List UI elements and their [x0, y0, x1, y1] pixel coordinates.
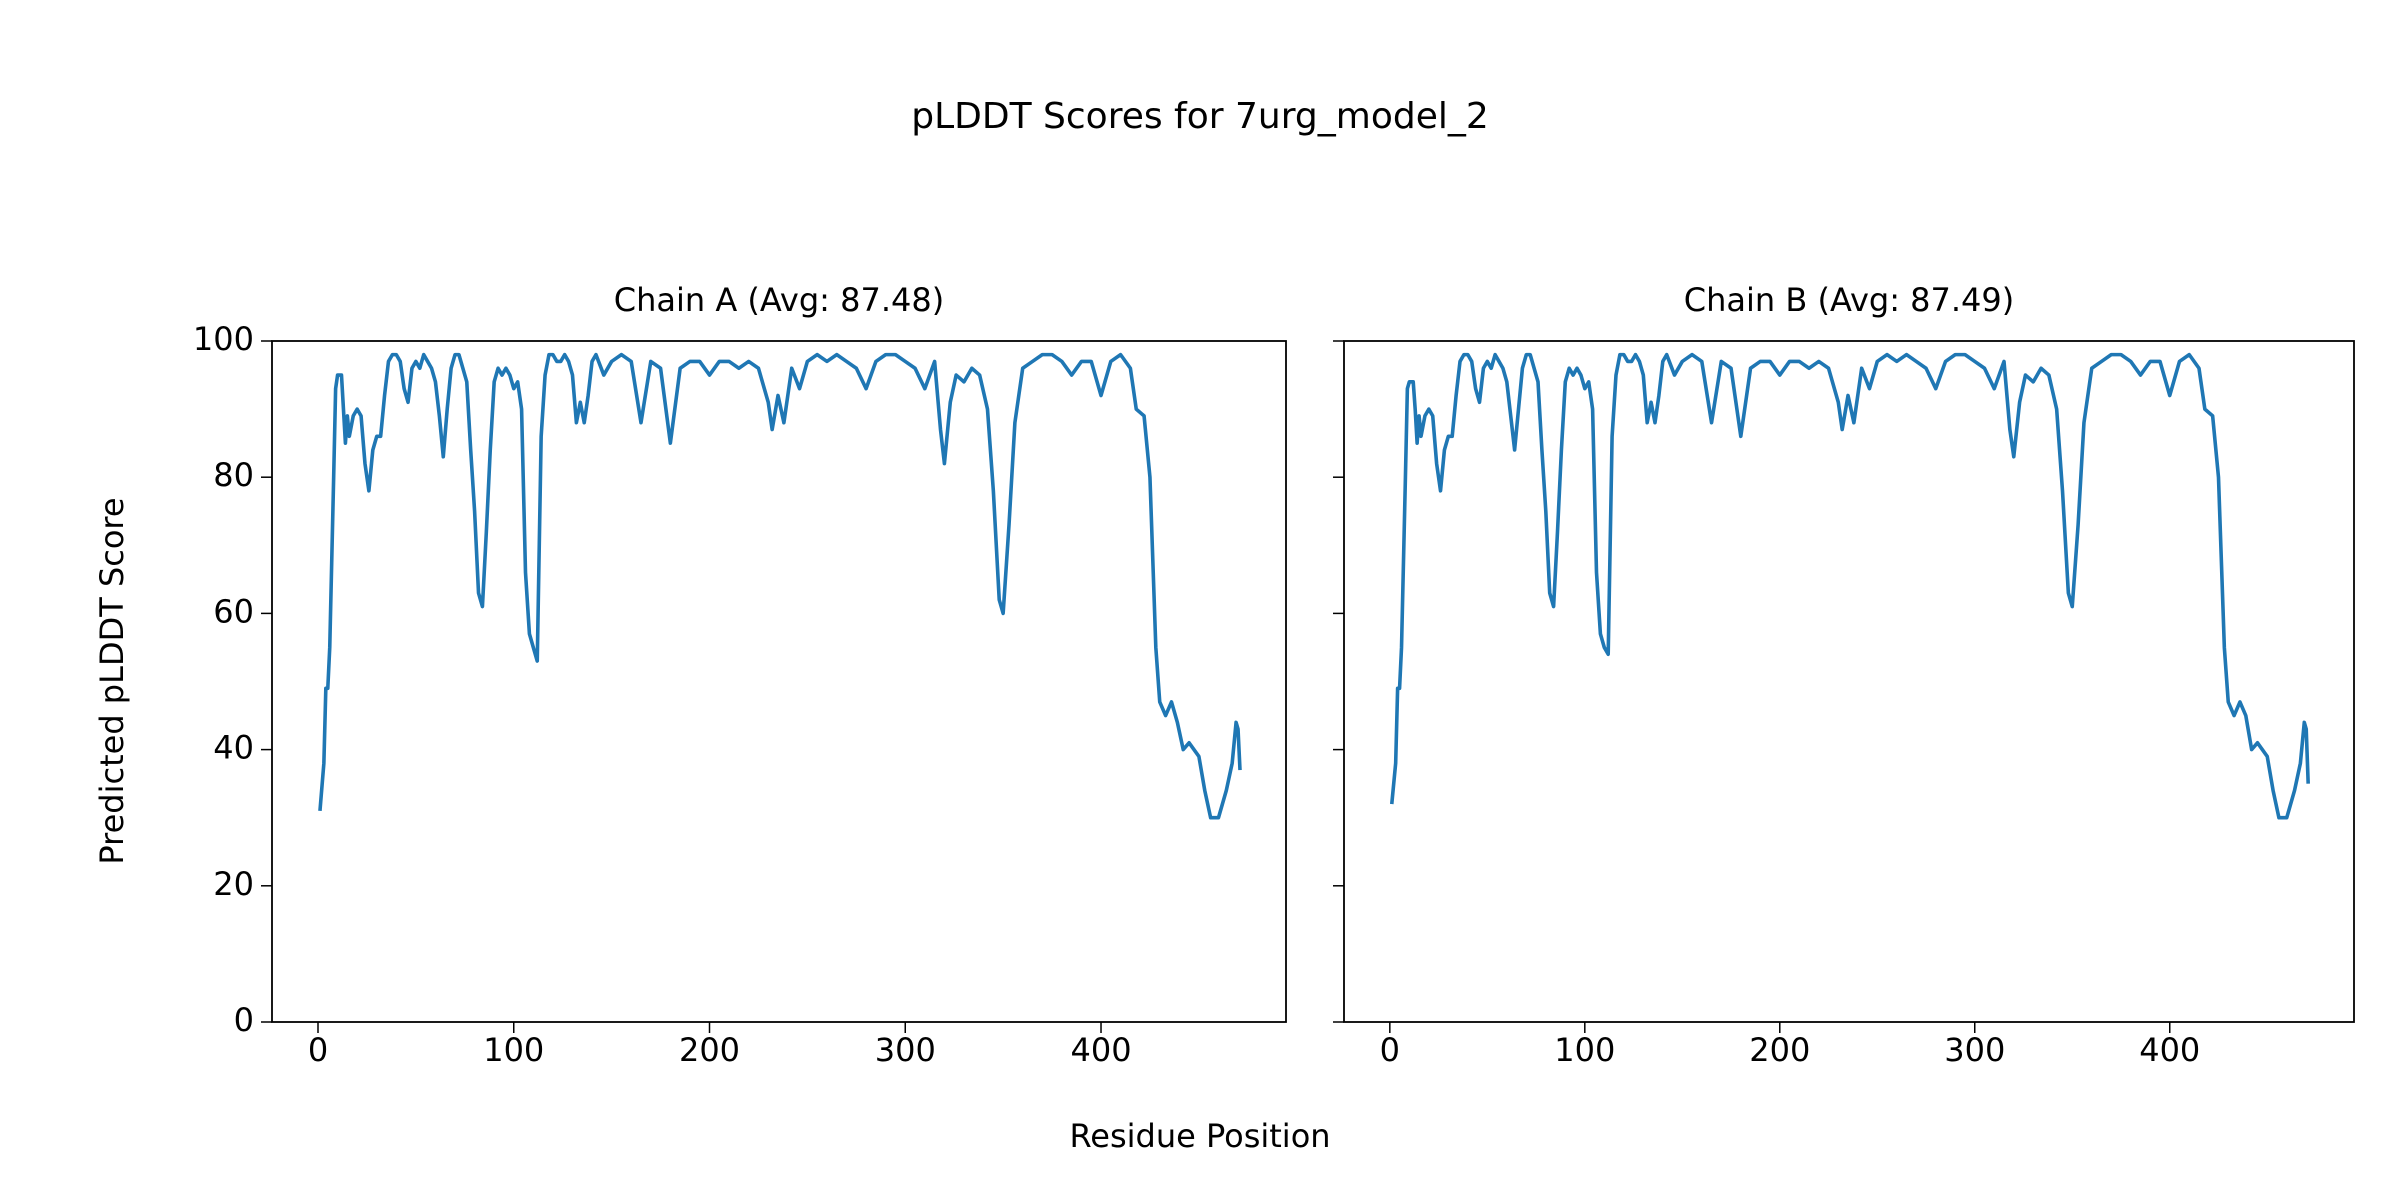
- x-tick-label: 400: [2139, 1031, 2200, 1069]
- x-tick-label: 300: [875, 1031, 936, 1069]
- y-axis-label: Predicted pLDDT Score: [93, 497, 131, 864]
- y-tick-label: 100: [193, 320, 254, 358]
- y-tick-label: 20: [213, 865, 254, 903]
- y-tick-label: 80: [213, 456, 254, 494]
- x-tick-label: 0: [1380, 1031, 1400, 1069]
- x-tick-label: 300: [1944, 1031, 2005, 1069]
- plot-frame: [1343, 340, 2355, 1023]
- data-line: [1389, 352, 2310, 820]
- x-tick-label: 200: [679, 1031, 740, 1069]
- x-tick-label: 0: [308, 1031, 328, 1069]
- plot-frame: [271, 340, 1287, 1023]
- subplot-title: Chain A (Avg: 87.48): [614, 281, 944, 319]
- y-tick-label: 60: [213, 592, 254, 630]
- figure-title: pLDDT Scores for 7urg_model_2: [911, 96, 1489, 137]
- x-tick-label: 100: [1554, 1031, 1615, 1069]
- subplot-title: Chain B (Avg: 87.49): [1684, 281, 2015, 319]
- y-tick-label: 40: [213, 729, 254, 767]
- y-tick-label: 0: [234, 1001, 254, 1039]
- x-tick-label: 100: [483, 1031, 544, 1069]
- x-tick-label: 200: [1749, 1031, 1810, 1069]
- x-axis-label: Residue Position: [1069, 1117, 1330, 1155]
- data-line: [318, 352, 1242, 820]
- x-tick-label: 400: [1070, 1031, 1131, 1069]
